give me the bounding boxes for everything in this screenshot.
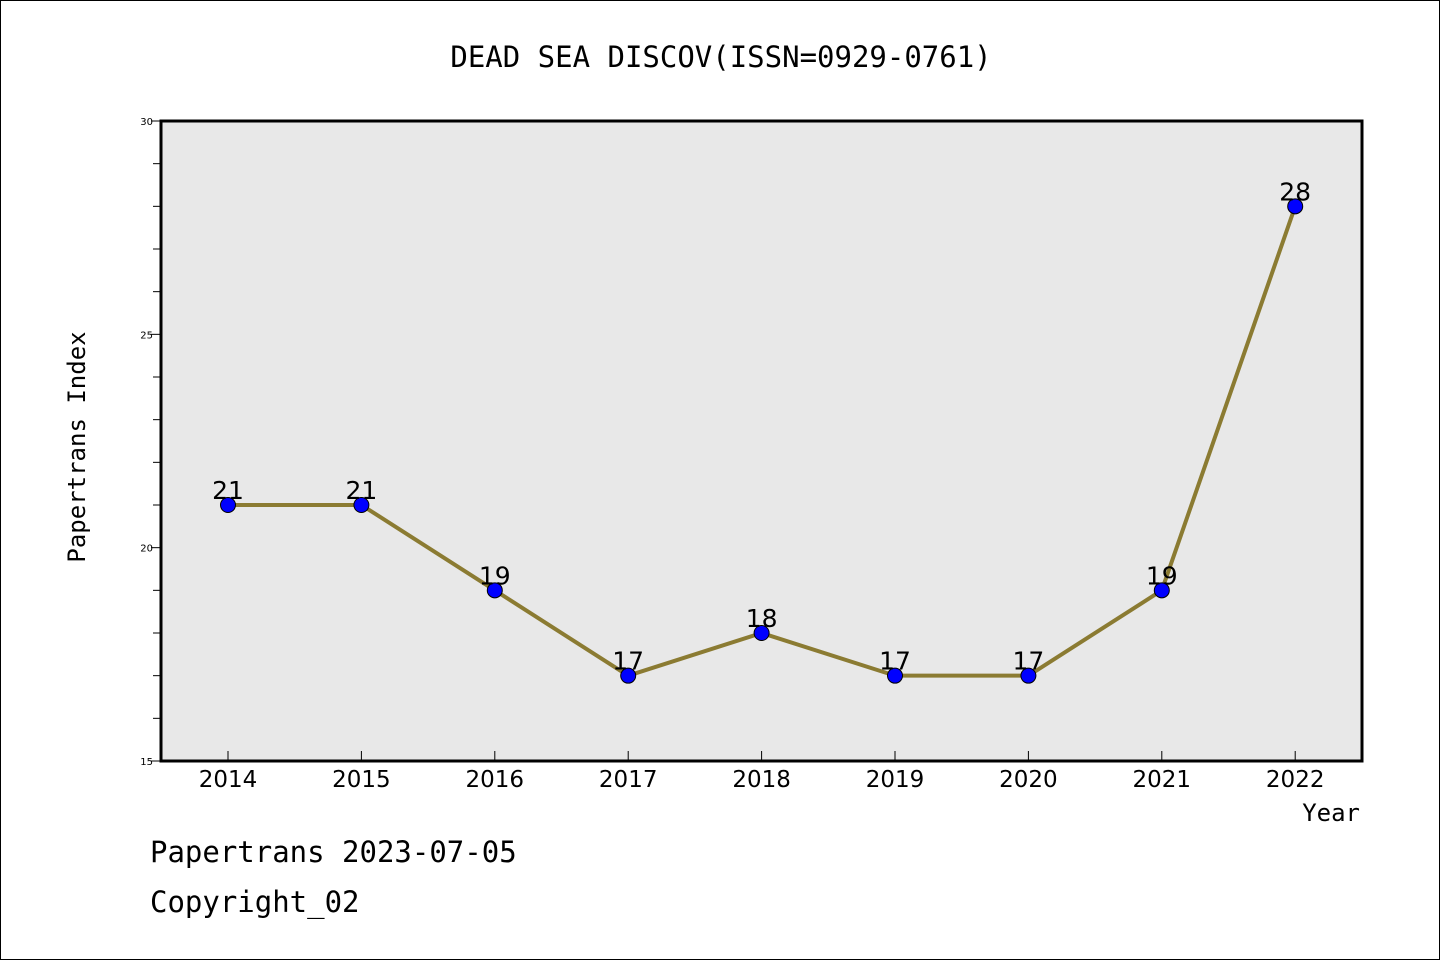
x-tick-label: 2015 [332,767,391,793]
x-tick-label: 2018 [732,767,791,793]
data-point [486,582,503,599]
data-point [1020,667,1037,684]
data-label: 19 [479,561,511,590]
x-tick-label: 2021 [1133,767,1192,793]
data-point [220,497,236,513]
x-tick-label: 2014 [199,767,258,793]
data-label: 17 [879,647,911,676]
data-point [353,497,370,513]
x-tick-label: 2020 [999,767,1058,793]
data-label: 19 [1146,561,1178,590]
x-axis-ticks: 2014 2015 2016 2017 2018 2019 2020 2021 2022 [199,751,1325,793]
chart-title: DEAD SEA DISCOV(ISSN=0929-0761) [450,40,991,74]
plot-area [161,121,1362,761]
data-label: 18 [746,604,778,633]
y-tick-label: 20 [140,544,153,555]
data-label: 21 [345,476,377,505]
y-tick-label: 15 [140,757,153,768]
x-tick-label: 2016 [466,767,525,793]
plot-border [159,119,1364,763]
data-point [1153,582,1170,599]
y-axis-label: Papertrans Index [63,331,91,562]
data-label: 17 [612,647,644,676]
x-tick-label: 2022 [1266,767,1325,793]
y-axis-ticks: 15 20 25 30 [140,117,161,768]
data-markers [220,198,1304,684]
x-tick-label: 2017 [599,767,658,793]
data-point [887,667,903,684]
data-label: 21 [212,476,244,505]
y-tick-label: 25 [140,330,153,341]
data-point [620,667,637,684]
footer-copyright: Copyright_02 [150,885,360,919]
data-label: 28 [1279,177,1311,206]
data-labels: 21 21 19 17 18 17 17 19 28 [212,177,1311,675]
x-axis-label: Year [1302,799,1360,827]
footer-date: Papertrans 2023-07-05 [150,835,517,869]
data-label: 17 [1012,647,1044,676]
x-tick-label: 2019 [866,767,925,793]
data-point [1287,198,1304,215]
data-point [753,625,770,641]
y-tick-label: 30 [140,117,153,128]
